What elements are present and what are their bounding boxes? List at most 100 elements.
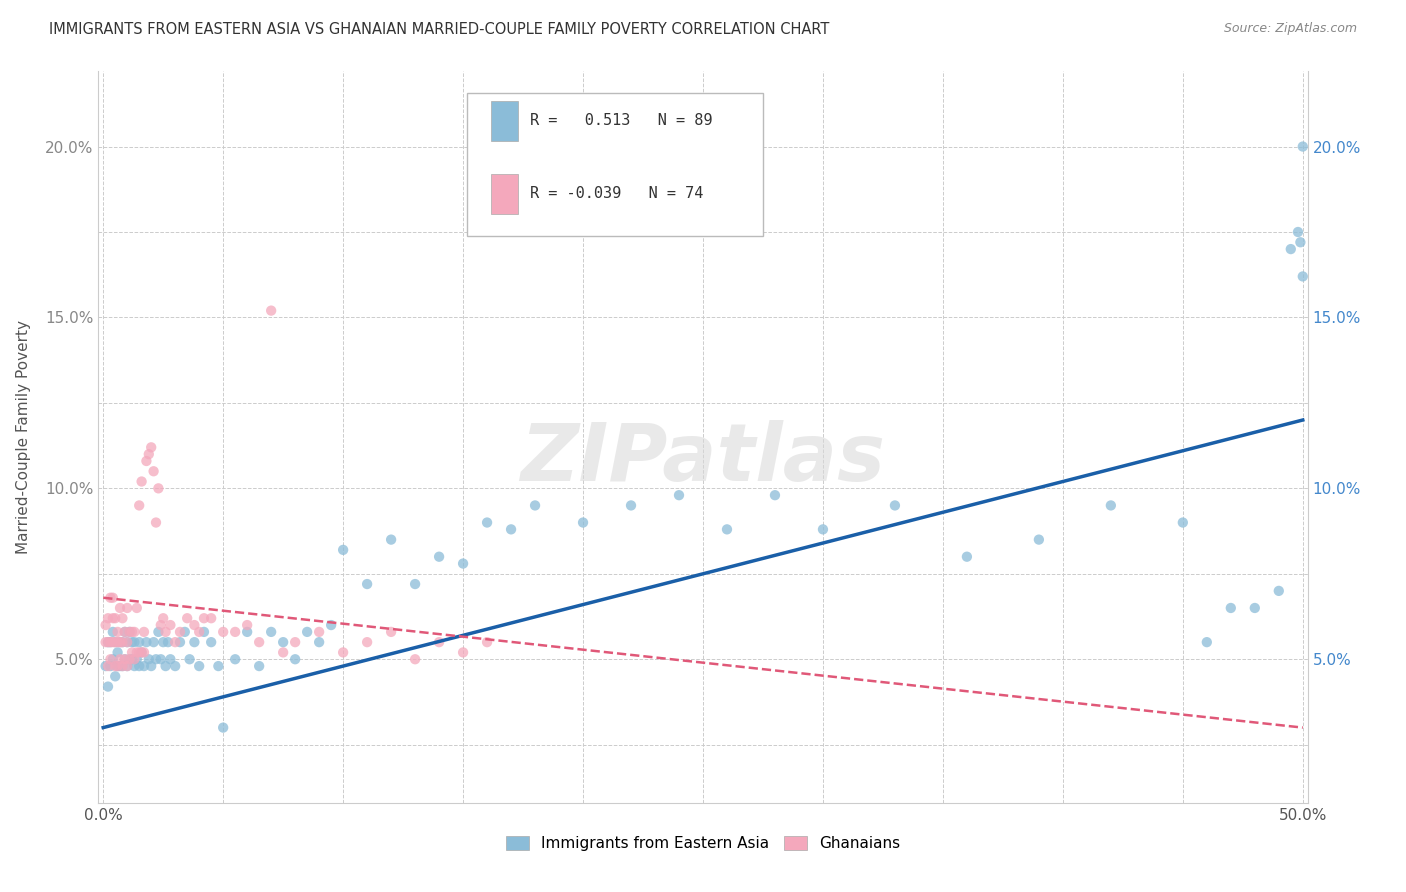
Point bbox=[128, 659, 150, 673]
Point bbox=[107, 635, 129, 649]
Point bbox=[475, 516, 498, 530]
Point bbox=[404, 577, 426, 591]
Point bbox=[811, 522, 834, 536]
Point bbox=[107, 659, 129, 673]
Point bbox=[111, 659, 134, 673]
Point bbox=[295, 624, 318, 639]
Point bbox=[132, 645, 155, 659]
Point bbox=[1289, 235, 1312, 250]
Point bbox=[620, 499, 643, 513]
Point bbox=[132, 659, 155, 673]
Point bbox=[101, 591, 124, 605]
Point bbox=[224, 652, 246, 666]
Point bbox=[108, 652, 131, 666]
Point bbox=[104, 659, 127, 673]
Point bbox=[193, 611, 215, 625]
Point bbox=[260, 624, 283, 639]
Point bbox=[956, 549, 979, 564]
Point bbox=[121, 635, 143, 649]
Point bbox=[716, 522, 738, 536]
Point bbox=[115, 635, 138, 649]
Point bbox=[94, 618, 117, 632]
Point bbox=[165, 659, 187, 673]
Point bbox=[118, 624, 141, 639]
Point bbox=[128, 645, 150, 659]
Point bbox=[179, 652, 201, 666]
Point bbox=[104, 669, 127, 683]
Point bbox=[200, 611, 222, 625]
Point bbox=[763, 488, 786, 502]
Point bbox=[572, 516, 595, 530]
Point bbox=[101, 611, 124, 625]
Point bbox=[173, 624, 195, 639]
Point bbox=[100, 652, 122, 666]
Point bbox=[148, 624, 170, 639]
Point bbox=[131, 645, 153, 659]
Point bbox=[247, 635, 270, 649]
Point bbox=[148, 481, 170, 495]
Point bbox=[124, 652, 146, 666]
Point bbox=[169, 624, 191, 639]
Point bbox=[668, 488, 690, 502]
Point bbox=[114, 624, 136, 639]
Point bbox=[101, 635, 124, 649]
Point bbox=[100, 659, 122, 673]
Point bbox=[159, 652, 181, 666]
Point bbox=[115, 659, 138, 673]
Point bbox=[111, 659, 134, 673]
Point bbox=[1028, 533, 1050, 547]
Point bbox=[188, 659, 211, 673]
Point bbox=[111, 635, 134, 649]
Point bbox=[115, 601, 138, 615]
Point bbox=[1195, 635, 1218, 649]
Point bbox=[138, 447, 160, 461]
Y-axis label: Married-Couple Family Poverty: Married-Couple Family Poverty bbox=[17, 320, 31, 554]
Point bbox=[193, 624, 215, 639]
Point bbox=[427, 549, 450, 564]
Point bbox=[149, 618, 172, 632]
Point bbox=[183, 618, 205, 632]
Point bbox=[125, 601, 148, 615]
Point bbox=[332, 645, 354, 659]
Point bbox=[101, 624, 124, 639]
Point bbox=[107, 645, 129, 659]
Point bbox=[108, 635, 131, 649]
Point bbox=[111, 611, 134, 625]
Point bbox=[100, 591, 122, 605]
Point bbox=[142, 635, 165, 649]
Point bbox=[132, 624, 155, 639]
Text: ZIPatlas: ZIPatlas bbox=[520, 420, 886, 498]
Point bbox=[212, 624, 235, 639]
Point bbox=[149, 652, 172, 666]
Text: R =   0.513   N = 89: R = 0.513 N = 89 bbox=[530, 113, 713, 128]
Point bbox=[125, 645, 148, 659]
Point bbox=[124, 635, 146, 649]
Point bbox=[1171, 516, 1194, 530]
FancyBboxPatch shape bbox=[492, 101, 517, 141]
Text: R = -0.039   N = 74: R = -0.039 N = 74 bbox=[530, 186, 703, 202]
Point bbox=[321, 618, 343, 632]
Point bbox=[308, 624, 330, 639]
Point bbox=[404, 652, 426, 666]
Point bbox=[188, 624, 211, 639]
Point bbox=[884, 499, 907, 513]
Point bbox=[169, 635, 191, 649]
Point bbox=[499, 522, 522, 536]
Point bbox=[135, 454, 157, 468]
Point bbox=[97, 635, 120, 649]
Point bbox=[121, 645, 143, 659]
Point bbox=[97, 659, 120, 673]
Point bbox=[100, 635, 122, 649]
Point bbox=[155, 659, 177, 673]
Point bbox=[380, 533, 402, 547]
Point bbox=[145, 652, 167, 666]
Point bbox=[451, 557, 474, 571]
Point bbox=[104, 635, 127, 649]
Point bbox=[200, 635, 222, 649]
Point bbox=[142, 464, 165, 478]
Point bbox=[155, 624, 177, 639]
Point bbox=[1243, 601, 1265, 615]
Point bbox=[118, 652, 141, 666]
Point bbox=[141, 659, 163, 673]
Point bbox=[145, 516, 167, 530]
